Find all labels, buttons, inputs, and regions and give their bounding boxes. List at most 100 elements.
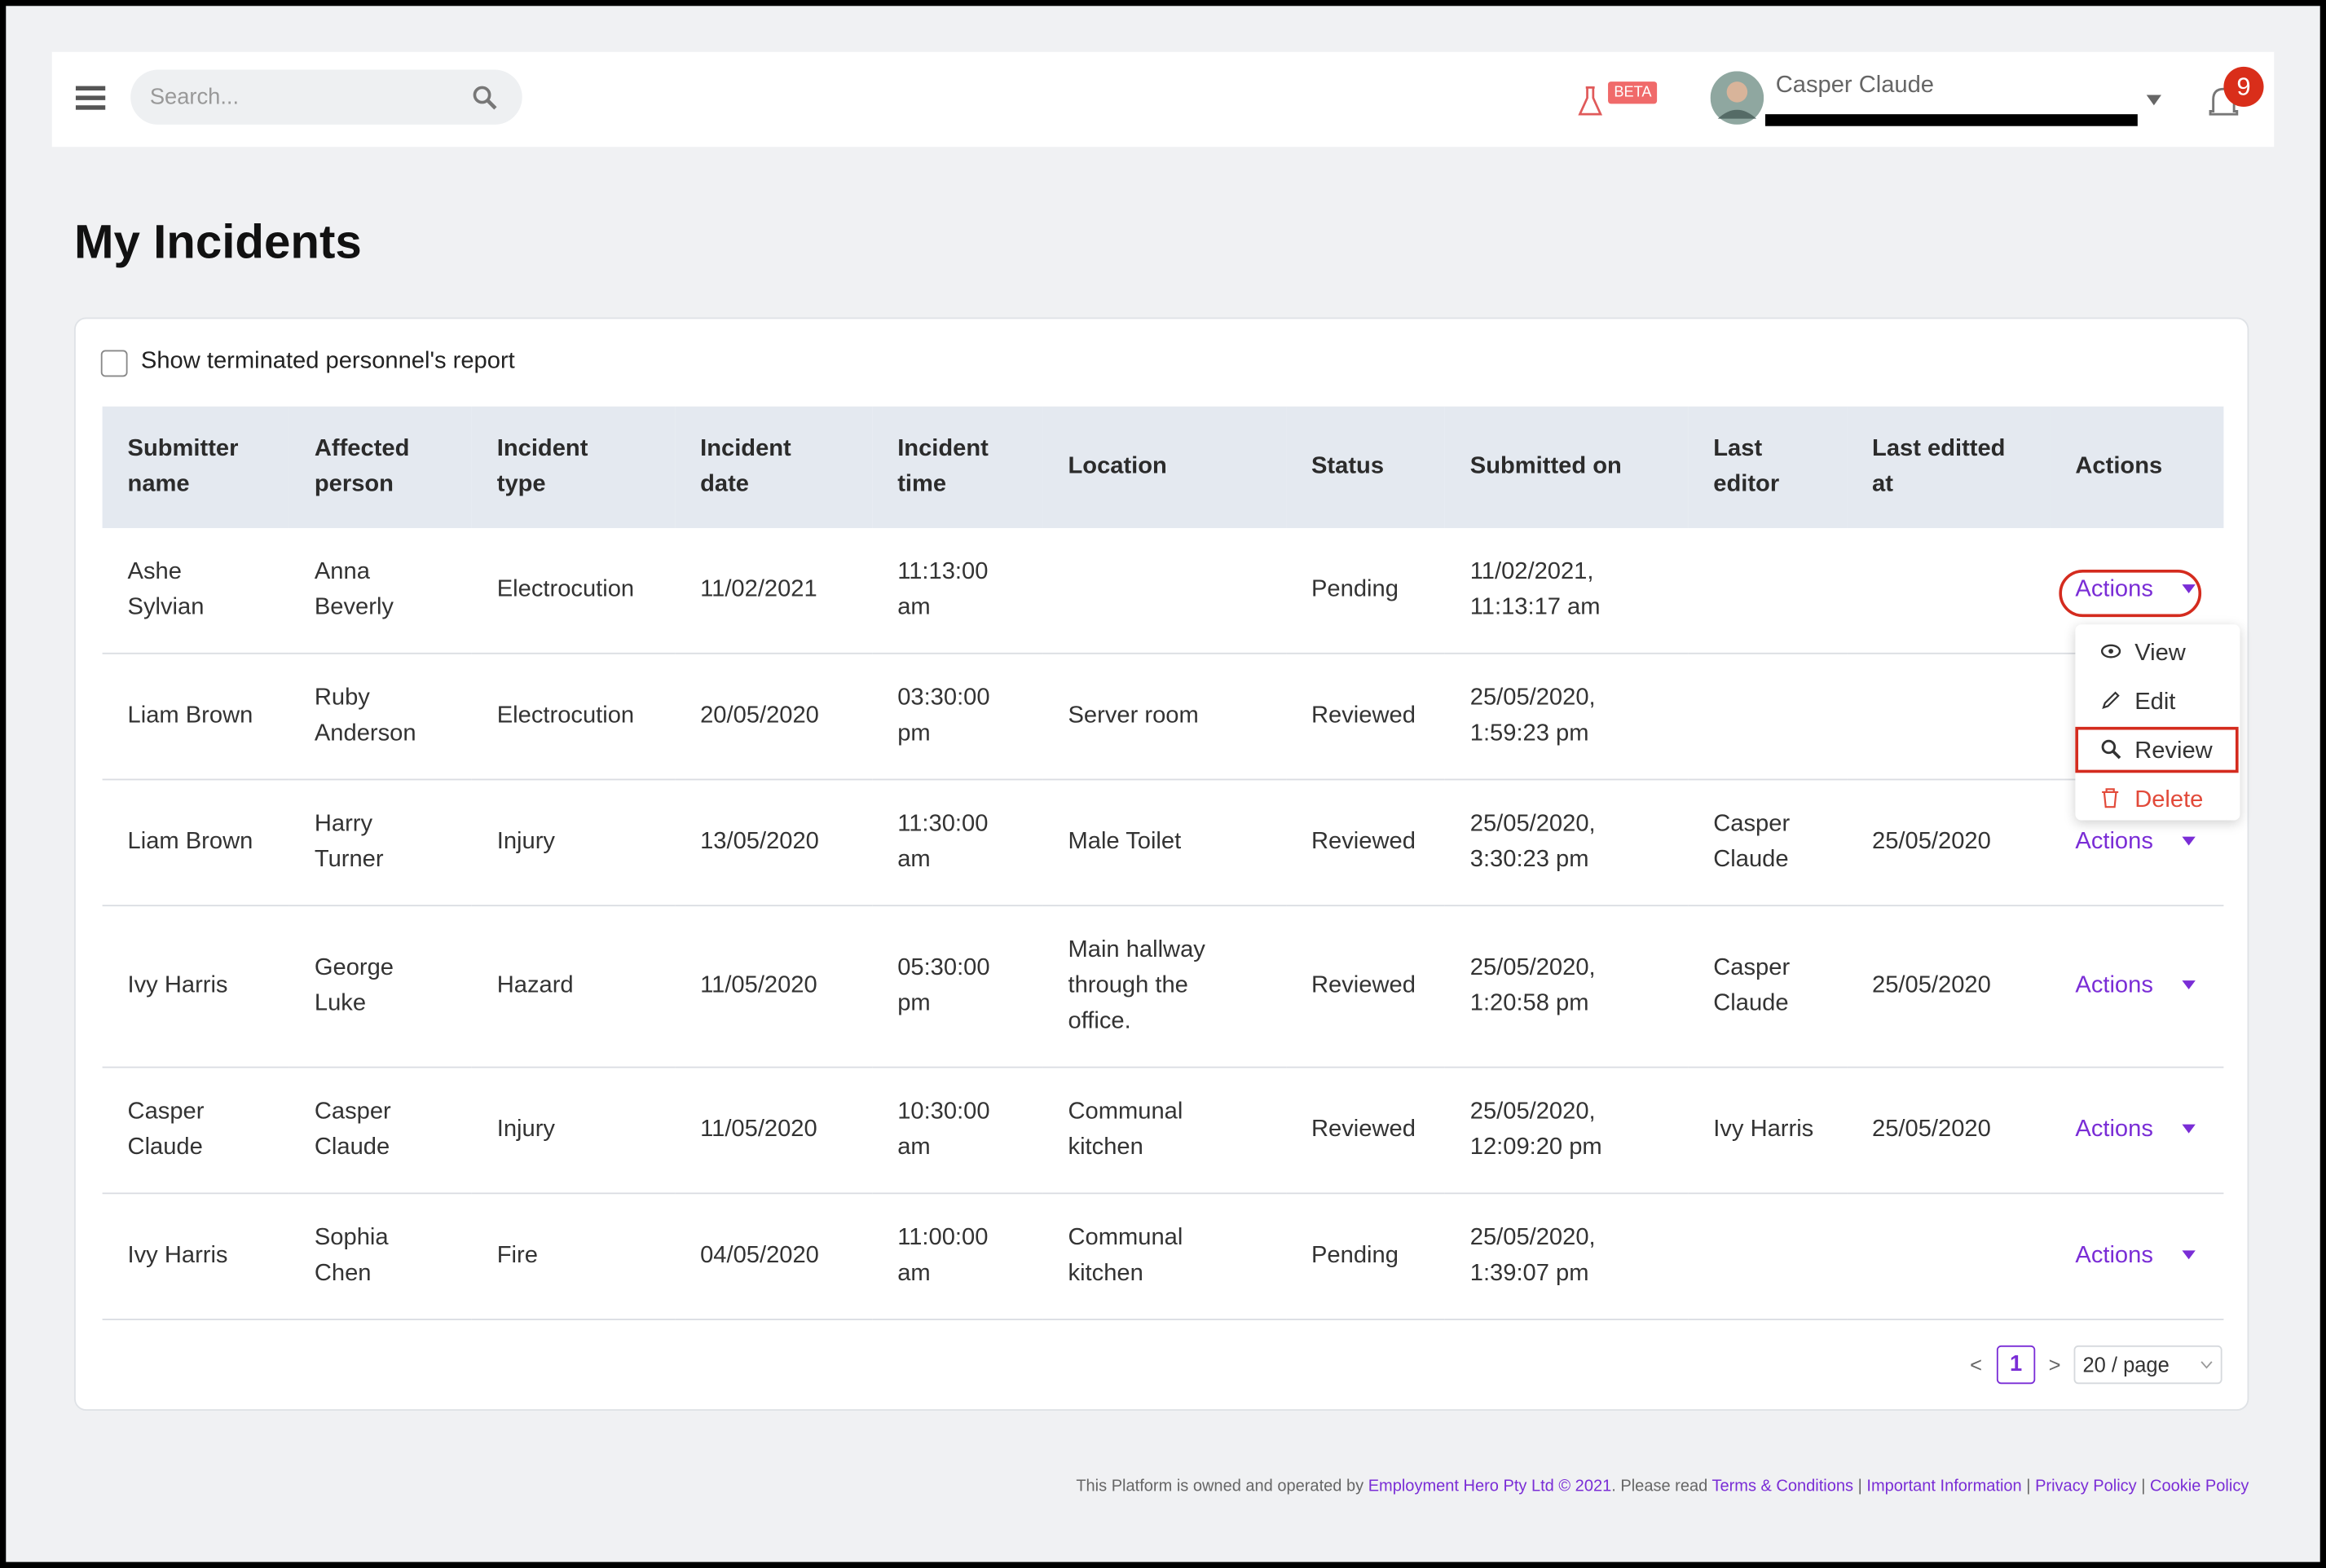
table-cell: Ashe Sylvian [103, 528, 289, 654]
footer-link[interactable]: Terms & Conditions [1711, 1478, 1853, 1495]
actions-cell: Actions [2050, 1068, 2223, 1194]
actions-button[interactable]: Actions [2075, 829, 2153, 854]
beta-badge: BETA [1608, 81, 1658, 104]
page-size-select[interactable]: 20 / page [2074, 1346, 2222, 1384]
actions-arrow[interactable] [2153, 1248, 2198, 1262]
actions-arrow[interactable] [2153, 1121, 2198, 1136]
column-header: Last editted at [1847, 407, 2050, 528]
next-page[interactable]: > [2049, 1353, 2061, 1376]
current-page[interactable]: 1 [1997, 1346, 2035, 1384]
actions-button[interactable]: Actions [2075, 1117, 2153, 1143]
table-cell: 11/02/2021, 11:13:17 am [1445, 528, 1689, 654]
menu-item-delete[interactable]: Delete [2134, 786, 2203, 816]
column-header: Incident type [472, 407, 675, 528]
menu-item-review[interactable]: Review [2134, 738, 2213, 767]
menu-item-view[interactable]: View [2134, 639, 2186, 668]
empty-cell [1847, 528, 2050, 654]
footer: This Platform is owned and operated by E… [1076, 1478, 2249, 1495]
view-icon [2100, 644, 2121, 658]
table-cell: Electrocution [472, 654, 675, 780]
notification-count[interactable]: 9 [2223, 67, 2263, 107]
actions-cell: Actions [2050, 1193, 2223, 1319]
menu-icon[interactable] [76, 83, 107, 112]
table-cell: 25/05/2020, 1:59:23 pm [1445, 654, 1689, 780]
search-placeholder: Search... [150, 85, 239, 110]
background: Search... BETA Casper Claude 9 My Incide… [6, 6, 2319, 1561]
redaction-bar [1765, 114, 2138, 126]
separator: | [1858, 1478, 1862, 1495]
table-row: Liam BrownRuby AndersonElectrocution20/0… [103, 654, 2224, 780]
menu-item-edit[interactable]: Edit [2134, 689, 2175, 718]
table-cell: 11/05/2020 [675, 1068, 872, 1194]
table-row: Casper ClaudeCasper ClaudeInjury11/05/20… [103, 1068, 2224, 1194]
table-cell: 11/05/2020 [675, 905, 872, 1067]
footer-link[interactable]: Privacy Policy [2035, 1478, 2137, 1495]
incidents-table: Submitter nameAffected personIncident ty… [103, 407, 2224, 1320]
table-row: Ivy HarrisGeorge LukeHazard11/05/202005:… [103, 905, 2224, 1067]
actions-arrow[interactable] [2153, 977, 2198, 992]
table-cell: Reviewed [1286, 779, 1445, 905]
table-cell: 25/05/2020, 3:30:23 pm [1445, 779, 1689, 905]
company-link[interactable]: Employment Hero Pty Ltd © 2021 [1368, 1478, 1612, 1495]
table-row: Liam BrownHarry TurnerInjury13/05/202011… [103, 779, 2224, 905]
table-row: Ashe SylvianAnna BeverlyElectrocution11/… [103, 528, 2224, 654]
table-cell: 25/05/2020 [1847, 779, 2050, 905]
table-cell: Male Toilet [1043, 779, 1287, 905]
table-cell: Fire [472, 1193, 675, 1319]
actions-button[interactable]: Actions [2075, 973, 2153, 998]
table-cell: Casper Claude [1688, 905, 1847, 1067]
table-cell: Injury [472, 779, 675, 905]
empty-cell [1847, 654, 2050, 780]
search-icon [472, 85, 499, 112]
actions-button[interactable]: Actions [2075, 1243, 2153, 1268]
delete-icon [2100, 787, 2120, 808]
checkbox-label[interactable]: Show terminated personnel's report [141, 349, 515, 376]
column-header: Status [1286, 407, 1445, 528]
table-cell: 04/05/2020 [675, 1193, 872, 1319]
table-cell: 13/05/2020 [675, 779, 872, 905]
table-cell: George Luke [289, 905, 472, 1067]
arrow-shape [2183, 1250, 2196, 1259]
actions-arrow[interactable] [2153, 834, 2198, 848]
footer-text: This Platform is owned and operated by [1076, 1478, 1368, 1495]
table-cell: Reviewed [1286, 905, 1445, 1067]
table-cell: 25/05/2020 [1847, 1068, 2050, 1194]
table-cell: 25/05/2020 [1847, 905, 2050, 1067]
table-cell: Harry Turner [289, 779, 472, 905]
checkbox[interactable] [101, 350, 128, 377]
table-cell: Casper Claude [289, 1068, 472, 1194]
column-header: Submitter name [103, 407, 289, 528]
actions-cell: Actions [2050, 905, 2223, 1067]
table-cell: Server room [1043, 654, 1287, 780]
table-cell: 03:30:00 pm [872, 654, 1042, 780]
footer-text: . Please read [1611, 1478, 1711, 1495]
table-row: Ivy HarrisSophia ChenFire04/05/202011:00… [103, 1193, 2224, 1319]
table-cell: Ivy Harris [103, 1193, 289, 1319]
footer-link[interactable]: Important Information [1866, 1478, 2021, 1495]
table-cell: 05:30:00 pm [872, 905, 1042, 1067]
separator: | [2026, 1478, 2030, 1495]
table-body: Ashe SylvianAnna BeverlyElectrocution11/… [103, 528, 2224, 1319]
review-icon [2100, 738, 2121, 759]
table-cell: Hazard [472, 905, 675, 1067]
footer-link[interactable]: Cookie Policy [2150, 1478, 2249, 1495]
table-cell: 11:00:00 am [872, 1193, 1042, 1319]
table-cell: 11/02/2021 [675, 528, 872, 654]
search-box[interactable]: Search... [130, 70, 522, 125]
column-header: Affected person [289, 407, 472, 528]
arrow-shape [2183, 980, 2196, 989]
table-cell: Reviewed [1286, 654, 1445, 780]
prev-page[interactable]: < [1970, 1353, 1982, 1376]
avatar[interactable] [1711, 71, 1764, 125]
select-arrow [2200, 1360, 2213, 1369]
user-name[interactable]: Casper Claude [1776, 73, 1934, 99]
table-cell: Sophia Chen [289, 1193, 472, 1319]
beta-flask-icon [1577, 85, 1604, 117]
table-cell: 25/05/2020, 12:09:20 pm [1445, 1068, 1689, 1194]
table-cell: Electrocution [472, 528, 675, 654]
user-dropdown-arrow[interactable] [2145, 92, 2163, 107]
top-bar: Search... BETA Casper Claude 9 [52, 52, 2275, 147]
table-cell: Communal kitchen [1043, 1068, 1287, 1194]
table-cell: 11:13:00 am [872, 528, 1042, 654]
empty-cell [1688, 528, 1847, 654]
